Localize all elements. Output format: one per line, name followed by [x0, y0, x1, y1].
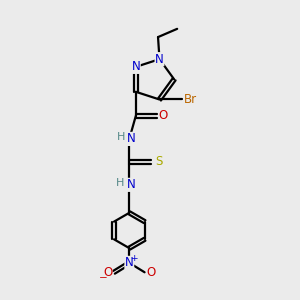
Text: N: N — [131, 60, 140, 74]
Text: −: − — [99, 273, 108, 283]
Text: O: O — [103, 266, 112, 279]
Text: H: H — [116, 178, 124, 188]
Text: Br: Br — [184, 93, 197, 106]
Text: +: + — [130, 254, 138, 263]
Text: O: O — [159, 110, 168, 122]
Text: N: N — [126, 178, 135, 191]
Text: N: N — [126, 132, 135, 146]
Text: H: H — [117, 132, 125, 142]
Text: N: N — [155, 53, 164, 66]
Text: O: O — [146, 266, 156, 279]
Text: S: S — [155, 155, 162, 168]
Text: N: N — [125, 256, 134, 269]
